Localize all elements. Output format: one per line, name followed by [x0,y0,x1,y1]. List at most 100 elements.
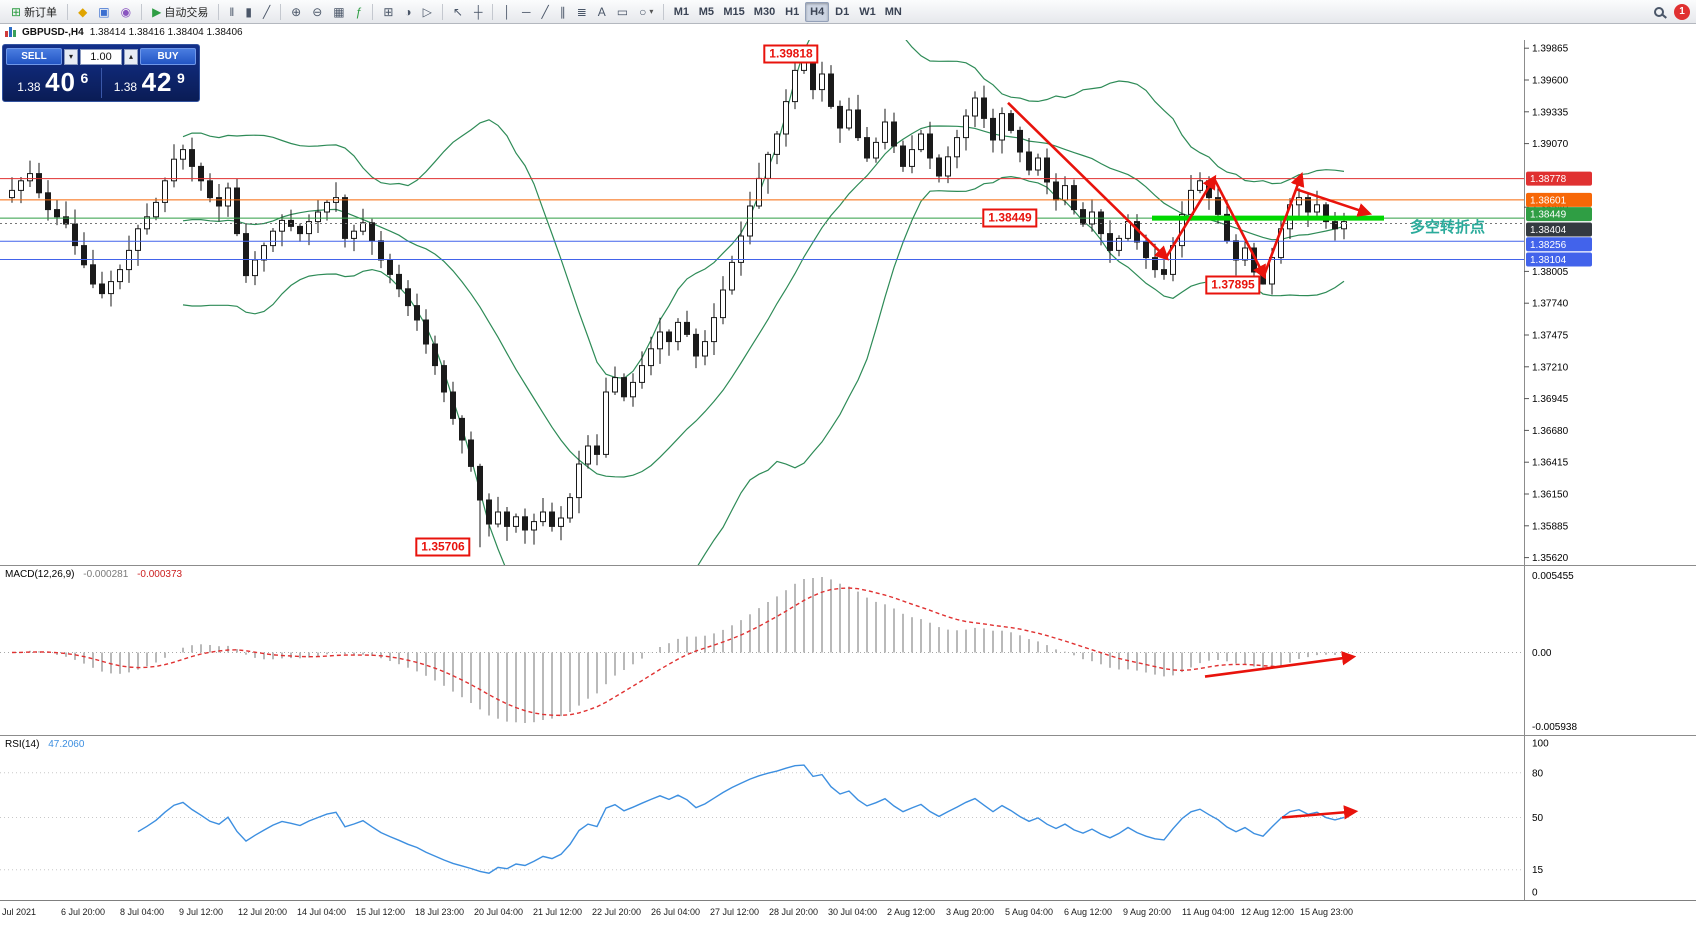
toolbar-separator [280,3,282,20]
new-chart-icon[interactable]: ⊞ [378,2,398,22]
sell-price-big: 40 [45,67,76,97]
timeframe-h4[interactable]: H4 [805,1,830,22]
price-axis-badges: 1.38778 1.38601 1.38449 1.38404 1.38256 1.381… [1526,171,1592,267]
svg-text:1.39070: 1.39070 [1532,139,1569,150]
toolbar-separator [441,3,443,20]
time-label: 12 Aug 12:00 [1241,907,1295,917]
time-label: 8 Jul 04:00 [120,907,165,917]
zoom-in-icon[interactable]: ⊕ [286,2,306,22]
candlestick-chart-icon: ▮ [245,4,252,19]
sell-price-button[interactable]: 1.38 40 6 [6,68,100,98]
time-axis[interactable]: Jul 2021 6 Jul 20:00 8 Jul 04:00 9 Jul 12:0… [0,900,1696,946]
candles-series [9,53,1347,548]
bollinger-bands [182,40,1345,565]
ohlc-quotes: 1.38414 1.38416 1.38404 1.38406 [89,26,243,38]
new-order-button[interactable]: ⊞ 新订单 [6,2,62,22]
svg-text:0.005455: 0.005455 [1532,571,1574,582]
time-label: Jul 2021 [2,907,37,917]
rsi-name: RSI(14) [5,739,40,750]
market-depth-icon: ▣ [98,4,110,19]
timeframe-h4-label: H4 [810,5,825,18]
search-button[interactable] [1649,2,1669,22]
macd-indicator-panel[interactable]: 0.005455 0.00 -0.005938 [0,565,1696,735]
horizontal-line-icon[interactable]: ─ [517,2,536,22]
grid-icon[interactable]: ▦ [328,2,349,22]
candlestick-chart-icon[interactable]: ▮ [240,2,257,22]
timeframe-d1[interactable]: D1 [830,2,854,22]
timeframe-mn[interactable]: MN [881,2,906,22]
svg-text:1.38778: 1.38778 [1530,174,1567,185]
text-label-icon[interactable]: ▭ [612,2,633,22]
trendline-icon[interactable]: ╱ [536,2,553,22]
timeframe-m30[interactable]: M30 [750,2,779,22]
rsi-indicator-panel[interactable]: 100 80 50 15 0 [0,735,1696,900]
line-chart-icon[interactable]: ╱ [258,2,275,22]
notification-badge[interactable]: 1 [1674,3,1690,20]
shapes-icon[interactable]: ○ ▾ [634,2,658,22]
macd-name: MACD(12,26,9) [5,569,75,580]
zoom-out-icon: ⊖ [312,4,323,19]
timeframe-m1[interactable]: M1 [669,2,693,22]
buy-price-big: 42 [141,67,173,97]
trendline-icon: ╱ [541,4,549,19]
strategy-tester-icon[interactable]: ◉ [116,2,136,22]
market-depth-icon[interactable]: ▣ [93,2,114,22]
timeframe-h1-label: H1 [785,5,800,18]
price-chart[interactable]: 1.398651.396001.393351.390701.385401.380… [0,40,1696,565]
channel-icon: ∥ [559,4,566,19]
chart-shift-icon[interactable]: ▷ [418,2,437,22]
time-label: 30 Jul 04:00 [828,907,878,917]
time-label: 2 Aug 12:00 [887,907,936,917]
cursor-icon[interactable]: ↖ [448,2,468,22]
svg-text:1.38256: 1.38256 [1530,240,1567,251]
candlestick-icon [5,27,16,37]
timeframe-m15-label: M15 [723,5,745,18]
zoom-out-icon[interactable]: ⊖ [307,2,327,22]
timeframe-mn-label: MN [884,5,902,18]
timeframe-w1-label: W1 [859,5,876,18]
vertical-line-icon[interactable]: │ [498,2,516,22]
timeframe-m30-label: M30 [753,5,776,18]
svg-text:1.36150: 1.36150 [1532,490,1569,501]
text-icon[interactable]: A [593,2,611,22]
time-label: 18 Jul 23:00 [415,907,465,917]
buy-price-button[interactable]: 1.38 42 9 [103,68,197,98]
buy-button[interactable]: BUY [140,48,196,65]
price-divider [100,68,102,98]
volume-input[interactable]: 1.00 [80,48,122,65]
auto-trading-button[interactable]: ▶ 自动交易 [147,2,213,22]
channel-icon[interactable]: ∥ [555,2,571,22]
rsi-line [137,764,1345,874]
timeframe-w1[interactable]: W1 [855,2,880,22]
timeframe-m5[interactable]: M5 [694,2,718,22]
timeframe-m15[interactable]: M15 [719,2,748,22]
indicators-icon[interactable]: ƒ [351,2,368,22]
toolbar-right: 1 [1649,2,1690,22]
chart-period-icon: ◑ [404,4,412,19]
volume-increase-button[interactable]: ▴ [124,48,138,65]
new-order-button-label: 新订单 [24,6,58,19]
auto-trading-button-label: 自动交易 [164,6,209,19]
fibonacci-icon[interactable]: ≣ [572,2,592,22]
alerts-icon[interactable]: ◆ [73,2,92,22]
trend-arrows[interactable] [1007,101,1373,280]
svg-text:1.37210: 1.37210 [1532,362,1569,373]
auto-trading-button-icon: ▶ [152,4,162,19]
sell-button[interactable]: SELL [6,48,62,65]
rsi-label: RSI(14) 47.2060 [5,739,84,750]
volume-decrease-button[interactable]: ▾ [64,48,78,65]
svg-text:1.35620: 1.35620 [1532,553,1569,564]
svg-text:1.35885: 1.35885 [1532,521,1569,532]
crosshair-icon[interactable]: ┼ [469,2,488,22]
time-label: 22 Jul 20:00 [592,907,642,917]
timeframe-h1[interactable]: H1 [780,2,804,22]
svg-text:1.38104: 1.38104 [1530,255,1567,266]
chart-period-icon[interactable]: ◑ [399,2,416,22]
macd-trend-arrow [1204,651,1357,678]
new-chart-icon: ⊞ [383,4,394,19]
toolbar-separator [141,3,143,20]
bar-chart-icon[interactable]: ‖ [224,2,239,22]
strategy-tester-icon: ◉ [120,4,132,19]
time-label: 9 Aug 20:00 [1123,907,1172,917]
